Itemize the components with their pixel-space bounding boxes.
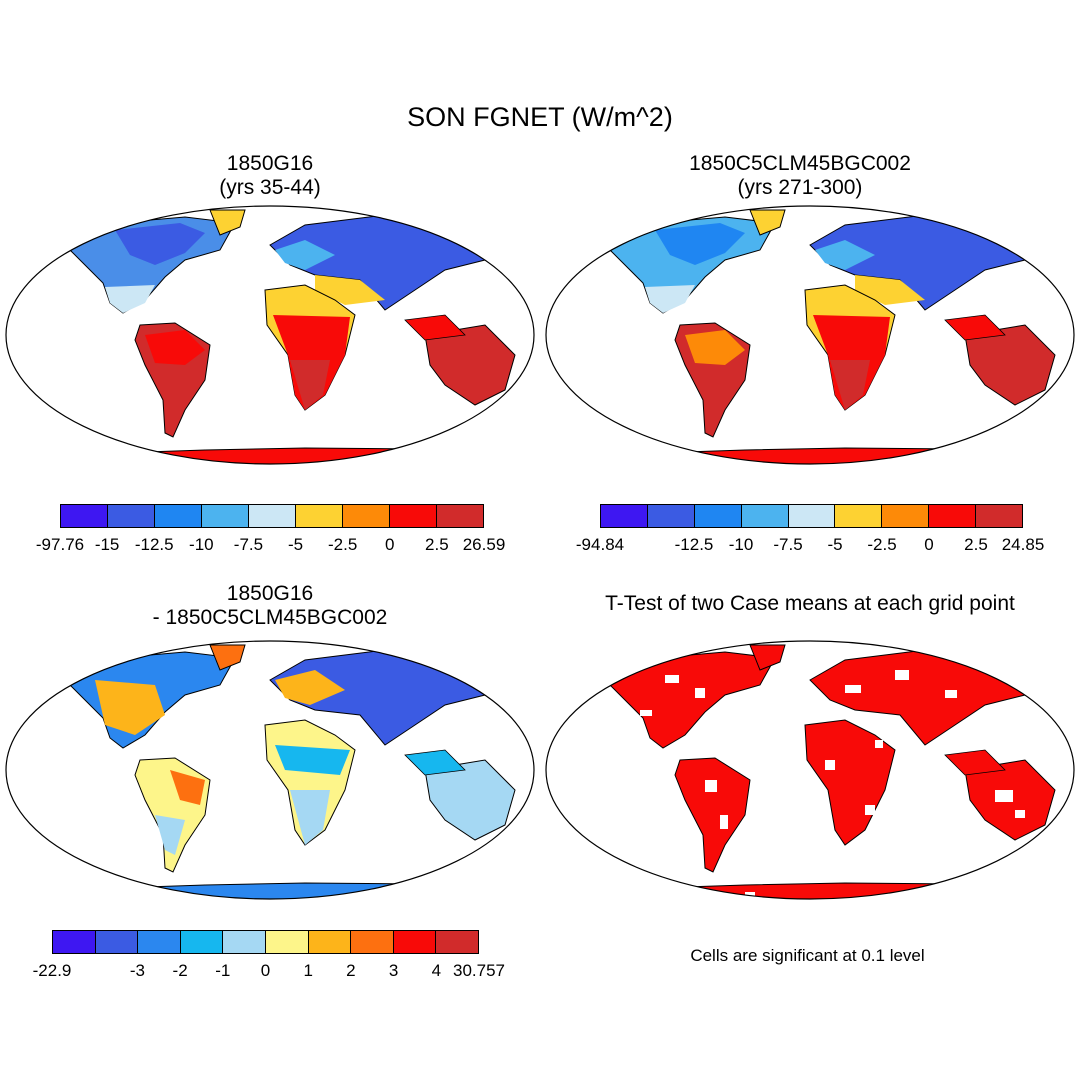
colorbar-3-swatch (180, 931, 224, 953)
panel-title-2-line1: 1850C5CLM45BGC002 (689, 152, 911, 175)
colorbar-3-tick-label: 4 (431, 961, 442, 980)
colorbar-3-tick-label: -1 (215, 961, 231, 980)
colorbar-2-ticks: -94.84 -12.5 -10 -7.5 -5 -2.5 0 2.5 24.85 (576, 535, 1044, 557)
colorbar-1-tick-label: -2.5 (328, 535, 358, 554)
colorbar-1-ticks: -97.76 -15 -12.5 -10 -7.5 -5 -2.5 0 2.5 26.59 (36, 535, 505, 557)
colorbar-3-swatch (351, 931, 394, 953)
colorbar-1-tick-label: 2.5 (425, 535, 449, 554)
colorbar-1-swatch (296, 505, 343, 527)
colorbar-1-swatch (155, 505, 202, 527)
colorbar-1-swatch (108, 505, 155, 527)
panel-title-1-line2: (yrs 35-44) (219, 176, 321, 199)
colorbar-1-tick-label: 26.59 (462, 535, 506, 554)
colorbar-1-swatch (390, 505, 437, 527)
colorbar-1-tick-label: -7.5 (233, 535, 264, 554)
colorbar-2-tick-label: 24.85 (1001, 535, 1045, 554)
map-panel-2 (545, 205, 1075, 465)
colorbar-3-tick-label: 3 (388, 961, 399, 980)
colorbar-1-tick-label: -97.76 (35, 535, 85, 554)
map-panel-1 (5, 205, 535, 465)
colorbar-2 (600, 504, 1023, 528)
colorbar-3-ticks: -22.9 -3 -2 -1 0 1 2 3 4 30.757 (33, 961, 505, 983)
colorbar-1-swatch (343, 505, 390, 527)
colorbar-1-tick-label: -15 (94, 535, 120, 554)
panel-title-3-line1: 1850G16 (226, 582, 314, 605)
panel-title-4: T-Test of two Case means at each grid po… (545, 592, 1075, 616)
colorbar-3-swatch (265, 931, 309, 953)
colorbar-3-tick-label: -3 (129, 961, 145, 980)
map-panel-4 (545, 640, 1075, 900)
panel-title-2: 1850C5CLM45BGC002 (yrs 271-300) (650, 152, 950, 200)
colorbar-3-swatch (393, 931, 437, 953)
colorbar-3-tick-label: -22.9 (32, 961, 72, 980)
colorbar-2-swatch (741, 505, 789, 527)
colorbar-2-swatch (694, 505, 742, 527)
colorbar-2-swatch (647, 505, 695, 527)
colorbar-2-tick-label: -12.5 (674, 535, 714, 554)
colorbar-1-tick-label: 0 (385, 535, 395, 554)
colorbar-1-swatch (61, 505, 108, 527)
colorbar-3-tick-label: 2 (346, 961, 356, 980)
colorbar-2-tick-label: -94.84 (575, 535, 625, 554)
panel-title-3: 1850G16 - 1850C5CLM45BGC002 (120, 582, 420, 630)
colorbar-3-tick-label: 1 (303, 961, 313, 980)
colorbar-3-swatch (308, 931, 352, 953)
colorbar-1 (60, 504, 484, 528)
colorbar-1-swatch (202, 505, 249, 527)
colorbar-3-tick-label: -2 (172, 961, 188, 980)
colorbar-3 (52, 930, 479, 954)
colorbar-3-tick-label: 30.757 (453, 961, 505, 980)
colorbar-1-tick-label: -5 (287, 535, 304, 554)
panel-title-1-line1: 1850G16 (226, 152, 314, 175)
figure-title: SON FGNET (W/m^2) (407, 102, 673, 132)
colorbar-3-swatch (223, 931, 266, 953)
colorbar-2-tick-label: 0 (924, 535, 934, 554)
colorbar-2-tick-label: -10 (728, 535, 754, 554)
colorbar-3-swatch (95, 931, 139, 953)
colorbar-1-tick-label: -12.5 (134, 535, 174, 554)
colorbar-1-swatch (437, 505, 483, 527)
colorbar-3-swatch (53, 931, 96, 953)
colorbar-2-tick-label: -2.5 (867, 535, 897, 554)
colorbar-2-tick-label: -7.5 (773, 535, 803, 554)
colorbar-1-tick-label: -10 (189, 535, 214, 554)
colorbar-2-swatch (835, 505, 883, 527)
panel-title-4-line1: T-Test of two Case means at each grid po… (605, 592, 1015, 615)
colorbar-2-tick-label: 2.5 (964, 535, 988, 554)
colorbar-2-swatch (601, 505, 648, 527)
colorbar-2-swatch (882, 505, 930, 527)
colorbar-2-tick-label: -5 (827, 535, 843, 554)
panel-title-3-line2: - 1850C5CLM45BGC002 (152, 606, 388, 629)
panel-title-2-line2: (yrs 271-300) (737, 176, 863, 199)
colorbar-2-swatch (788, 505, 836, 527)
colorbar-3-swatch (138, 931, 181, 953)
panel-title-1: 1850G16 (yrs 35-44) (140, 152, 400, 200)
colorbar-3-swatch (436, 931, 478, 953)
colorbar-1-swatch (249, 505, 296, 527)
map-panel-3 (5, 640, 535, 900)
colorbar-2-swatch (976, 505, 1023, 527)
significance-note: Cells are significant at 0.1 level (690, 946, 925, 965)
colorbar-3-tick-label: 0 (260, 961, 271, 980)
nonsignificant-cells (640, 670, 1025, 896)
colorbar-2-swatch (929, 505, 977, 527)
